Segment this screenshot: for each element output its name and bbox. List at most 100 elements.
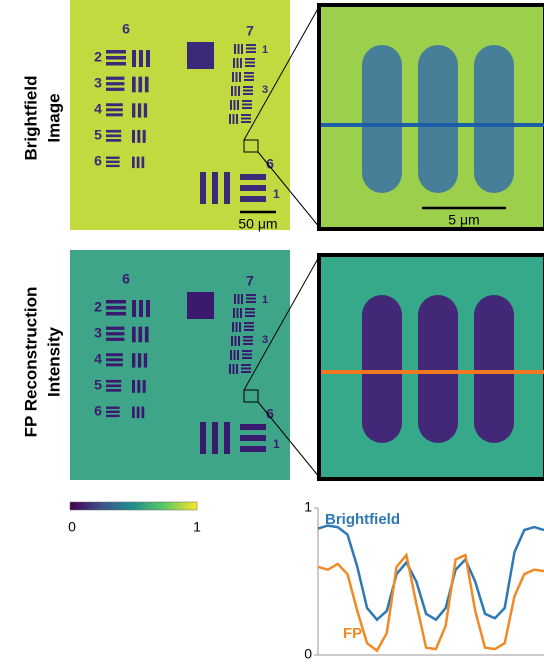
- bar: [106, 306, 126, 310]
- group-label: 6: [122, 271, 130, 287]
- element-label: 4: [94, 351, 102, 367]
- bar: [106, 389, 121, 392]
- bar: [246, 294, 256, 296]
- element-label: 1: [273, 187, 280, 201]
- scale-label: 5 μm: [448, 212, 479, 228]
- bar: [237, 350, 239, 360]
- bar: [241, 294, 243, 304]
- colorbar-label: 0: [68, 519, 76, 535]
- row-label: Brightfield: [21, 76, 40, 161]
- square: [187, 292, 214, 319]
- bar: [232, 322, 234, 332]
- bar: [229, 364, 231, 374]
- zoom-bar: [362, 295, 402, 443]
- bar: [240, 185, 266, 191]
- bar: [246, 44, 256, 46]
- bar: [241, 364, 251, 366]
- bar: [233, 58, 235, 68]
- bar: [241, 121, 251, 123]
- bar: [106, 139, 121, 142]
- bar: [106, 157, 120, 159]
- bar: [145, 77, 149, 93]
- bar: [244, 79, 254, 81]
- zoom-bar: [362, 45, 402, 193]
- bar: [231, 86, 233, 96]
- bar: [138, 353, 141, 367]
- bar: [143, 380, 146, 393]
- bar: [246, 298, 256, 300]
- element-label: 6: [94, 153, 102, 169]
- element-label: 1: [262, 44, 268, 56]
- bar: [106, 88, 124, 91]
- bar: [245, 308, 255, 310]
- bar: [236, 322, 238, 332]
- bar: [106, 358, 123, 361]
- bar: [106, 165, 120, 167]
- bar: [137, 407, 140, 419]
- target-image: [70, 250, 290, 480]
- bar: [106, 108, 123, 111]
- bar: [106, 134, 121, 137]
- bar: [137, 130, 140, 143]
- bar: [241, 371, 251, 373]
- bar: [224, 422, 230, 454]
- bar: [242, 107, 252, 109]
- zoom-bar: [474, 45, 514, 193]
- element-label: 3: [262, 84, 268, 96]
- bar: [106, 103, 123, 106]
- bar: [234, 294, 236, 304]
- element-label: 3: [94, 325, 102, 341]
- bar: [243, 336, 253, 338]
- bar: [106, 327, 124, 330]
- element-label: 2: [94, 299, 102, 315]
- bar: [244, 322, 254, 324]
- y-tick-label: 1: [304, 499, 312, 515]
- bar: [241, 368, 251, 370]
- bar: [106, 312, 126, 316]
- bar: [244, 326, 254, 328]
- bar: [235, 336, 237, 346]
- scale-label: 50 μm: [238, 216, 277, 232]
- bar: [239, 72, 241, 82]
- bar: [138, 77, 142, 93]
- bar: [132, 353, 135, 367]
- bar: [132, 130, 135, 143]
- bar: [132, 157, 135, 169]
- bar: [106, 338, 124, 341]
- bar: [143, 130, 146, 143]
- bar: [245, 65, 255, 67]
- bar: [241, 44, 243, 54]
- bar: [106, 353, 123, 356]
- bar: [244, 72, 254, 74]
- bar: [142, 407, 145, 419]
- bar: [237, 100, 239, 110]
- bar: [106, 161, 120, 163]
- zoom-bar: [474, 295, 514, 443]
- bar: [231, 336, 233, 346]
- legend-label: Brightfield: [325, 511, 400, 528]
- bar: [241, 114, 251, 116]
- element-label: 5: [94, 127, 102, 143]
- bar: [238, 86, 240, 96]
- bar: [233, 364, 235, 374]
- target-image: [70, 0, 290, 230]
- bar: [106, 62, 126, 66]
- element-label: 3: [94, 75, 102, 91]
- element-label: 6: [94, 403, 102, 419]
- bar: [236, 364, 238, 374]
- bar: [241, 118, 251, 120]
- bar: [106, 363, 123, 366]
- bar: [212, 422, 218, 454]
- bar: [212, 172, 218, 204]
- group-label: 7: [246, 23, 254, 39]
- bar: [229, 114, 231, 124]
- bar: [200, 422, 206, 454]
- row-label: Intensity: [44, 327, 63, 397]
- bar: [234, 350, 236, 360]
- bar: [224, 172, 230, 204]
- group-label: 6: [122, 21, 130, 37]
- bar: [106, 113, 123, 116]
- element-label: 4: [94, 101, 102, 117]
- bar: [243, 86, 253, 88]
- bar: [137, 157, 140, 169]
